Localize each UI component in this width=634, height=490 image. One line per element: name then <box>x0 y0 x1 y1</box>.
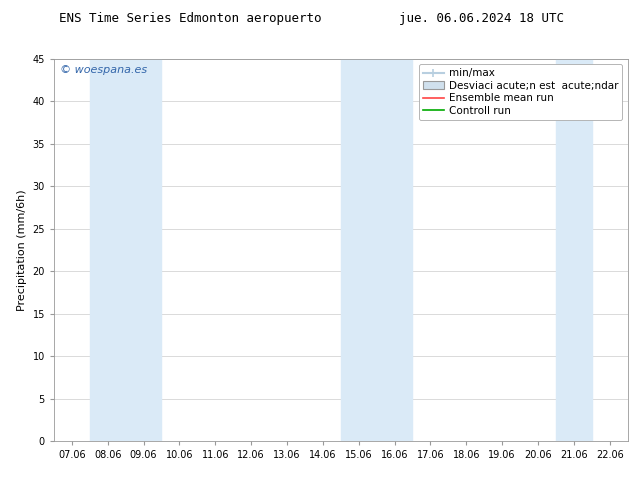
Bar <box>90 59 162 441</box>
Bar <box>556 59 592 441</box>
Legend: min/max, Desviaci acute;n est  acute;ndar, Ensemble mean run, Controll run: min/max, Desviaci acute;n est acute;ndar… <box>418 64 623 120</box>
Text: jue. 06.06.2024 18 UTC: jue. 06.06.2024 18 UTC <box>399 12 564 25</box>
Bar <box>341 59 413 441</box>
Text: ENS Time Series Edmonton aeropuerto: ENS Time Series Edmonton aeropuerto <box>59 12 321 25</box>
Y-axis label: Precipitation (mm/6h): Precipitation (mm/6h) <box>17 189 27 311</box>
Text: © woespana.es: © woespana.es <box>60 65 146 74</box>
